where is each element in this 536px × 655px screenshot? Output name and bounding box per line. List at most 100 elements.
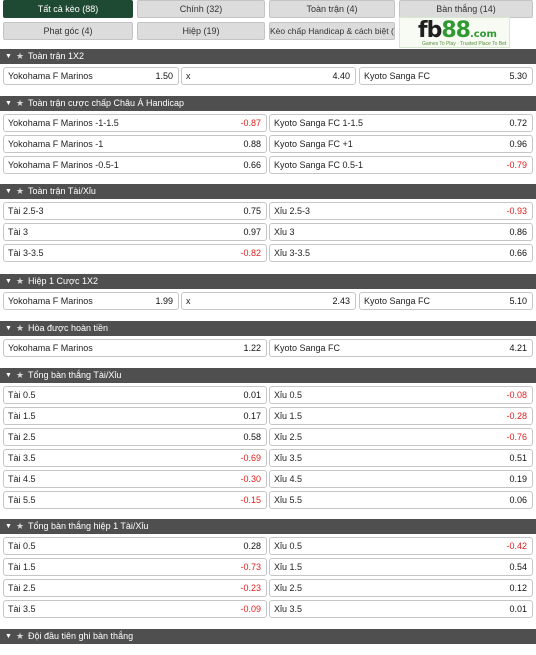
odds-value: -0.87 bbox=[240, 118, 261, 128]
selection-label: Yokohama F Marinos bbox=[8, 343, 93, 353]
odds-cell[interactable]: Tài 3.5 -0.69 bbox=[3, 449, 267, 467]
odds-cell[interactable]: Tài 0.5 0.01 bbox=[3, 386, 267, 404]
odds-value: -0.23 bbox=[240, 583, 261, 593]
odds-cell[interactable]: Yokohama F Marinos -0.5-1 0.66 bbox=[3, 156, 267, 174]
odds-cell[interactable]: Tài 4.5 -0.30 bbox=[3, 470, 267, 488]
star-icon[interactable]: ★ bbox=[16, 631, 25, 641]
odds-value: -0.15 bbox=[240, 495, 261, 505]
chevron-down-icon[interactable]: ▼ bbox=[5, 523, 12, 530]
market-tabs: Tất cả kèo (88) Chính (32) Toàn trận (4)… bbox=[0, 0, 536, 48]
market-header[interactable]: ▼ ★ Toàn trận 1X2 bbox=[0, 49, 536, 64]
odds-cell[interactable]: Xỉu 2.5 -0.76 bbox=[269, 428, 533, 446]
selection-label: Tài 4.5 bbox=[8, 474, 36, 484]
market-header[interactable]: ▼ ★ Đội đầu tiên ghi bàn thắng bbox=[0, 629, 536, 644]
market-header[interactable]: ▼ ★ Toàn trận cược chấp Châu Á Handicap bbox=[0, 96, 536, 111]
odds-cell[interactable]: Xỉu 3.5 0.51 bbox=[269, 449, 533, 467]
tab-full-match[interactable]: Toàn trận (4) bbox=[269, 0, 395, 18]
odds-cell[interactable]: Xỉu 2.5-3 -0.93 bbox=[269, 202, 533, 220]
chevron-down-icon[interactable]: ▼ bbox=[5, 53, 12, 60]
selection-label: Xỉu 3 bbox=[274, 227, 295, 237]
market-header[interactable]: ▼ ★ Hòa được hoàn tiền bbox=[0, 321, 536, 336]
odds-cell[interactable]: Xỉu 0.5 -0.08 bbox=[269, 386, 533, 404]
chevron-down-icon[interactable]: ▼ bbox=[5, 278, 12, 285]
selection-label: Xỉu 2.5 bbox=[274, 432, 303, 442]
odds-cell[interactable]: Tài 2.5 -0.23 bbox=[3, 579, 267, 597]
chevron-down-icon[interactable]: ▼ bbox=[5, 325, 12, 332]
selection-label: Xỉu 0.5 bbox=[274, 541, 303, 551]
chevron-down-icon[interactable]: ▼ bbox=[5, 188, 12, 195]
odds-cell[interactable]: Xỉu 0.5 -0.42 bbox=[269, 537, 533, 555]
tab-all-markets[interactable]: Tất cả kèo (88) bbox=[3, 0, 133, 18]
odds-cell[interactable]: Xỉu 5.5 0.06 bbox=[269, 491, 533, 509]
odds-cell[interactable]: Kyoto Sanga FC 5.10 bbox=[359, 292, 533, 310]
odds-value: -0.79 bbox=[506, 160, 527, 170]
odds-cell[interactable]: Yokohama F Marinos -1 0.88 bbox=[3, 135, 267, 153]
odds-cell[interactable]: Xỉu 2.5 0.12 bbox=[269, 579, 533, 597]
selection-label: Yokohama F Marinos -1-1.5 bbox=[8, 118, 119, 128]
odds-value: 0.66 bbox=[243, 160, 261, 170]
market-header[interactable]: ▼ ★ Toàn trận Tài/Xỉu bbox=[0, 184, 536, 199]
tab-main[interactable]: Chính (32) bbox=[137, 0, 265, 18]
odds-value: -0.93 bbox=[506, 206, 527, 216]
odds-cell[interactable]: Kyoto Sanga FC 0.5-1 -0.79 bbox=[269, 156, 533, 174]
selection-label: Tài 0.5 bbox=[8, 541, 36, 551]
odds-cell[interactable]: x 4.40 bbox=[181, 67, 356, 85]
tab-handicap[interactable]: Kèo chấp Handicap & cách biệt (3) bbox=[269, 22, 395, 40]
odds-cell[interactable]: Yokohama F Marinos -1-1.5 -0.87 bbox=[3, 114, 267, 132]
star-icon[interactable]: ★ bbox=[16, 98, 25, 108]
star-icon[interactable]: ★ bbox=[16, 323, 25, 333]
odds-cell[interactable]: Tài 1.5 -0.73 bbox=[3, 558, 267, 576]
star-icon[interactable]: ★ bbox=[16, 370, 25, 380]
fb88-logo[interactable]: fb88.com Games To Play · Trusted Place T… bbox=[399, 17, 510, 48]
tab-corners[interactable]: Phạt góc (4) bbox=[3, 22, 133, 40]
tab-goals[interactable]: Bàn thắng (14) bbox=[399, 0, 533, 18]
odds-cell[interactable]: Yokohama F Marinos 1.22 bbox=[3, 339, 267, 357]
odds-cell[interactable]: Yokohama F Marinos 1.99 bbox=[3, 292, 179, 310]
market-header[interactable]: ▼ ★ Tổng bàn thắng Tài/Xỉu bbox=[0, 368, 536, 383]
market-header[interactable]: ▼ ★ Hiệp 1 Cược 1X2 bbox=[0, 274, 536, 289]
market-title: Toàn trận cược chấp Châu Á Handicap bbox=[28, 98, 185, 108]
odds-value: 4.40 bbox=[332, 71, 350, 81]
odds-cell[interactable]: Kyoto Sanga FC 1-1.5 0.72 bbox=[269, 114, 533, 132]
odds-value: -0.82 bbox=[240, 248, 261, 258]
odds-cell[interactable]: x 2.43 bbox=[181, 292, 356, 310]
star-icon[interactable]: ★ bbox=[16, 186, 25, 196]
odds-cell[interactable]: Tài 1.5 0.17 bbox=[3, 407, 267, 425]
selection-label: Kyoto Sanga FC +1 bbox=[274, 139, 353, 149]
odds-cell[interactable]: Tài 3 0.97 bbox=[3, 223, 267, 241]
odds-value: 0.28 bbox=[243, 541, 261, 551]
selection-label: Yokohama F Marinos -1 bbox=[8, 139, 104, 149]
odds-cell[interactable]: Xỉu 3.5 0.01 bbox=[269, 600, 533, 618]
market-title: Tổng bàn thắng Tài/Xỉu bbox=[28, 370, 122, 380]
odds-cell[interactable]: Tài 3-3.5 -0.82 bbox=[3, 244, 267, 262]
star-icon[interactable]: ★ bbox=[16, 276, 25, 286]
odds-cell[interactable]: Xỉu 4.5 0.19 bbox=[269, 470, 533, 488]
star-icon[interactable]: ★ bbox=[16, 521, 25, 531]
market-title: Hòa được hoàn tiền bbox=[28, 323, 108, 333]
odds-value: -0.09 bbox=[240, 604, 261, 614]
market-header[interactable]: ▼ ★ Tổng bàn thắng hiệp 1 Tài/Xỉu bbox=[0, 519, 536, 534]
star-icon[interactable]: ★ bbox=[16, 51, 25, 61]
odds-cell[interactable]: Xỉu 3 0.86 bbox=[269, 223, 533, 241]
odds-cell[interactable]: Tài 0.5 0.28 bbox=[3, 537, 267, 555]
odds-cell[interactable]: Xỉu 1.5 0.54 bbox=[269, 558, 533, 576]
selection-label: Xỉu 1.5 bbox=[274, 411, 303, 421]
odds-cell[interactable]: Tài 2.5 0.58 bbox=[3, 428, 267, 446]
odds-cell[interactable]: Kyoto Sanga FC +1 0.96 bbox=[269, 135, 533, 153]
odds-cell[interactable]: Tài 3.5 -0.09 bbox=[3, 600, 267, 618]
odds-cell[interactable]: Kyoto Sanga FC 5.30 bbox=[359, 67, 533, 85]
odds-cell[interactable]: Xỉu 1.5 -0.28 bbox=[269, 407, 533, 425]
selection-label: Tài 2.5 bbox=[8, 432, 36, 442]
odds-cell[interactable]: Kyoto Sanga FC 4.21 bbox=[269, 339, 533, 357]
tab-halves[interactable]: Hiệp (19) bbox=[137, 22, 265, 40]
market-title: Toàn trận 1X2 bbox=[28, 51, 85, 61]
chevron-down-icon[interactable]: ▼ bbox=[5, 100, 12, 107]
selection-label: Xỉu 3.5 bbox=[274, 453, 303, 463]
selection-label: Kyoto Sanga FC 1-1.5 bbox=[274, 118, 364, 128]
chevron-down-icon[interactable]: ▼ bbox=[5, 633, 12, 640]
odds-cell[interactable]: Tài 2.5-3 0.75 bbox=[3, 202, 267, 220]
odds-cell[interactable]: Yokohama F Marinos 1.50 bbox=[3, 67, 179, 85]
chevron-down-icon[interactable]: ▼ bbox=[5, 372, 12, 379]
odds-cell[interactable]: Tài 5.5 -0.15 bbox=[3, 491, 267, 509]
odds-cell[interactable]: Xỉu 3-3.5 0.66 bbox=[269, 244, 533, 262]
